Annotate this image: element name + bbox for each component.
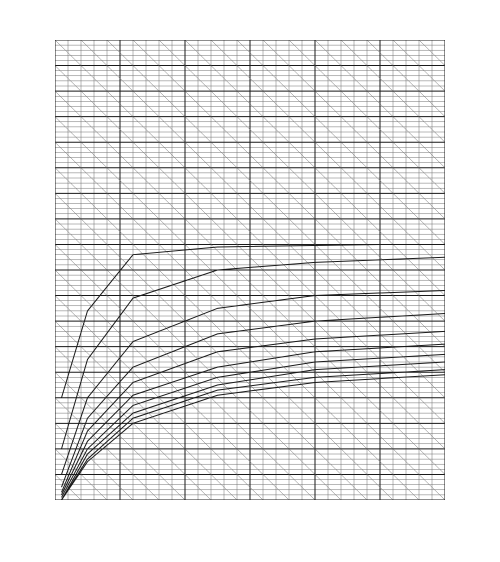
psychrometric-chart — [0, 0, 500, 562]
